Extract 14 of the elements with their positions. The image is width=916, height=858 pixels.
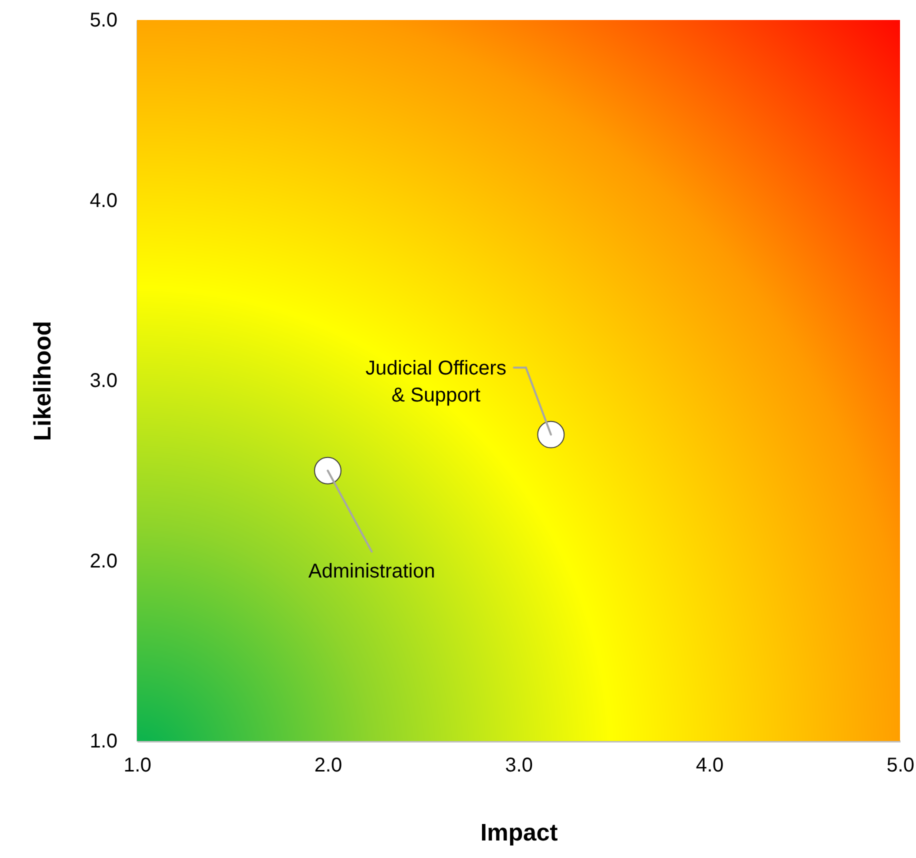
annotation: Judicial Officers & Support [366,358,506,407]
x-tick-label: 5.0 [886,754,914,776]
x-tick-label: 3.0 [505,754,533,776]
y-tick-label: 5.0 [90,10,118,32]
y-tick-label: 1.0 [90,730,118,752]
x-axis-title: Impact [480,820,558,846]
annotation: Administration [308,560,436,583]
x-tick-label: 4.0 [696,754,724,776]
y-tick-label: 2.0 [90,550,118,572]
y-tick-label: 4.0 [90,190,118,212]
y-tick-label: 3.0 [90,370,118,392]
x-tick-label: 2.0 [314,754,342,776]
x-tick-label: 1.0 [124,754,152,776]
y-axis-title: Likelihood [30,321,57,441]
